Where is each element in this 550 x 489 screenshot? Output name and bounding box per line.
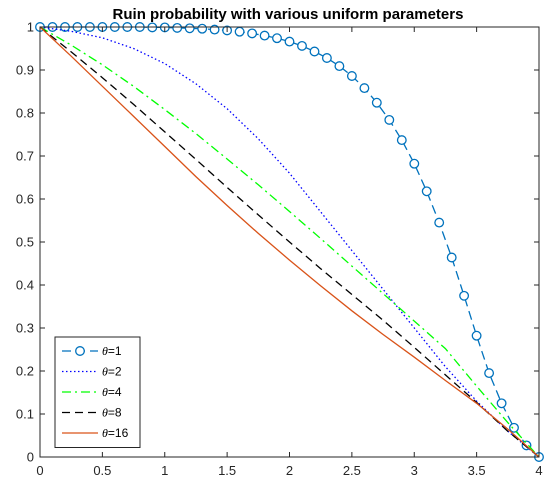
x-tick-label: 1 xyxy=(161,463,168,478)
series-line-3 xyxy=(39,26,540,458)
series-marker xyxy=(234,26,245,37)
series-marker xyxy=(184,23,195,34)
series-marker xyxy=(272,33,282,44)
legend-theta-value: =2 xyxy=(108,365,122,379)
y-tick-label: 0.1 xyxy=(16,407,34,422)
y-tick-label: 0.3 xyxy=(16,321,34,336)
x-tick-label: 3 xyxy=(411,463,418,478)
series-marker xyxy=(197,23,208,34)
legend-theta-symbol: θ xyxy=(102,406,108,420)
series-marker xyxy=(484,368,495,379)
series-marker xyxy=(334,61,345,72)
legend-label: θ=4 xyxy=(102,385,122,399)
legend-marker xyxy=(75,346,85,356)
series-marker xyxy=(309,46,320,57)
series-marker xyxy=(359,83,370,94)
y-tick-label: 0.5 xyxy=(16,235,34,250)
series-marker xyxy=(259,30,270,41)
series-marker xyxy=(321,53,332,63)
series-marker xyxy=(346,71,357,81)
series-marker xyxy=(446,252,457,263)
series-marker xyxy=(384,114,395,125)
x-tick-label: 0.5 xyxy=(93,463,111,478)
series-marker xyxy=(496,398,507,409)
series-marker xyxy=(247,28,258,39)
legend-label: θ=16 xyxy=(102,426,129,440)
series-line-4 xyxy=(39,26,540,458)
legend-theta-symbol: θ xyxy=(102,365,108,379)
legend-theta-value: =8 xyxy=(108,406,122,420)
x-tick-label: 2 xyxy=(286,463,293,478)
chart-title: Ruin probability with various uniform pa… xyxy=(113,6,464,23)
legend-item: θ=1 xyxy=(62,344,122,358)
x-tick-label: 1.5 xyxy=(218,463,236,478)
y-tick-label: 0.6 xyxy=(16,192,34,207)
legend-theta-symbol: θ xyxy=(102,385,108,399)
legend-label: θ=1 xyxy=(102,344,122,358)
legend-label: θ=8 xyxy=(102,406,122,420)
legend-item: θ=4 xyxy=(62,385,122,399)
series-marker xyxy=(409,158,420,169)
legend-theta-value: =16 xyxy=(108,426,129,440)
series-line-2 xyxy=(39,26,540,458)
series-marker xyxy=(509,422,519,433)
legend-label: θ=2 xyxy=(102,365,122,379)
ticks-layer: 0 0.5 1 1.5 2 2.5 3 3.5 4 0 0.1 0.2 0.3 0.4 0.5 0.6 0.7 0… xyxy=(16,20,543,479)
legend-theta-symbol: θ xyxy=(102,426,108,440)
series-marker xyxy=(284,36,295,47)
x-tick-label: 4 xyxy=(535,463,542,478)
series-marker xyxy=(471,330,482,341)
x-tick-label: 2.5 xyxy=(343,463,361,478)
series-marker xyxy=(434,217,445,228)
legend-item: θ=2 xyxy=(62,365,122,379)
y-tick-label: 0.8 xyxy=(16,106,34,121)
series-1 xyxy=(39,26,540,458)
legend: θ=1θ=2θ=4θ=8θ=16 xyxy=(54,336,141,448)
series-marker xyxy=(297,40,307,51)
y-tick-label: 1 xyxy=(27,20,34,35)
y-tick-label: 0 xyxy=(27,450,34,465)
legend-theta-value: =1 xyxy=(108,344,122,358)
series-marker xyxy=(396,135,407,146)
y-tick-label: 0.7 xyxy=(16,149,34,164)
series-4 xyxy=(39,26,540,458)
series-marker xyxy=(172,22,183,33)
series-line-1 xyxy=(39,26,540,458)
y-tick-label: 0.9 xyxy=(16,63,34,78)
series-marker xyxy=(459,290,470,301)
series-3 xyxy=(39,26,540,458)
legend-theta-value: =4 xyxy=(108,385,122,399)
series-marker xyxy=(421,186,432,197)
y-tick-label: 0.4 xyxy=(16,278,34,293)
y-tick-label: 0.2 xyxy=(16,364,34,379)
legend-theta-symbol: θ xyxy=(102,344,108,358)
series-marker xyxy=(371,97,382,108)
legend-item: θ=16 xyxy=(62,426,129,440)
series-2 xyxy=(39,26,540,458)
legend-item: θ=8 xyxy=(62,406,122,420)
x-tick-label: 3.5 xyxy=(468,463,486,478)
x-tick-label: 0 xyxy=(36,463,43,478)
